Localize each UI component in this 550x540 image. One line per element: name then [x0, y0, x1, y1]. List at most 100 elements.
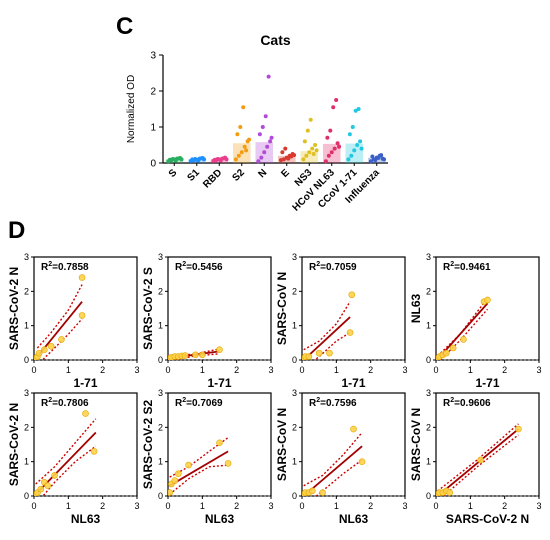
y-tick-label: 1 [158, 321, 163, 331]
x-tick-label: N [256, 167, 269, 180]
x-tick-label: 1 [66, 365, 71, 375]
y-tick-label: 2 [292, 286, 297, 296]
y-tick-label: 0 [150, 159, 156, 170]
scatter-panel: 0 1 2 3 0 1 2 3 NL63 SARS-CoV N R2=0.7596 [275, 388, 408, 526]
chart-title: Cats [260, 32, 291, 48]
x-tick-label: 2 [100, 501, 105, 511]
x-axis-label: 1-71 [207, 376, 231, 390]
data-point [373, 158, 378, 163]
data-point [315, 349, 323, 357]
data-point [242, 144, 247, 149]
data-point [484, 296, 491, 304]
regression-line [437, 428, 519, 496]
x-tick-label: 3 [402, 365, 407, 375]
ci-upper-line [35, 418, 97, 485]
y-tick-label: 3 [150, 51, 156, 62]
data-point [337, 144, 342, 149]
data-point [263, 114, 268, 119]
data-point [326, 349, 333, 357]
data-point [185, 461, 192, 469]
plot-area [34, 410, 98, 496]
y-axis-label: NL63 [409, 294, 423, 324]
data-point [319, 489, 326, 496]
x-axis-label: 1-71 [73, 376, 97, 390]
ci-upper-line [437, 297, 489, 357]
data-point [257, 132, 262, 137]
data-point [239, 150, 244, 155]
data-point [358, 139, 363, 144]
y-tick-label: 3 [426, 252, 431, 262]
plot-frame [435, 256, 540, 361]
regression-line [303, 445, 363, 496]
data-point [460, 336, 467, 343]
data-point [236, 153, 241, 158]
r-squared-label: R2=0.5456 [175, 261, 223, 273]
data-point [515, 425, 522, 433]
data-point [329, 150, 334, 155]
y-tick-label: 0 [292, 355, 297, 365]
data-point [323, 159, 328, 164]
x-tick-label: 0 [31, 365, 36, 375]
y-axis-label: SARS-CoV-2 S [141, 267, 155, 350]
data-point [347, 132, 352, 137]
y-tick-label: 2 [24, 422, 29, 432]
x-tick-label: 1 [468, 501, 473, 511]
data-point [44, 482, 52, 490]
y-tick-label: 1 [24, 457, 29, 467]
x-tick-label: 2 [100, 365, 105, 375]
y-tick-label: 0 [158, 355, 163, 365]
r-squared-label: R2=0.7059 [309, 261, 357, 273]
y-axis-label: SARS-CoV N [275, 408, 289, 481]
r-squared-label: R2=0.7806 [41, 397, 89, 409]
data-point [181, 352, 189, 359]
data-point [224, 157, 229, 162]
x-tick-label: 1 [334, 501, 339, 511]
data-point [216, 439, 223, 447]
scatter-panel: 0 1 2 3 0 1 2 3 NL63 SARS-CoV-2 N R2=0.7806 [7, 388, 140, 526]
data-point [305, 353, 313, 360]
data-point [78, 274, 86, 281]
plot-frame [301, 392, 406, 497]
data-point [310, 146, 315, 151]
panel-label-c: C [116, 13, 133, 40]
plot-frame [33, 392, 138, 497]
data-point [308, 117, 313, 122]
y-axis-label: Normalized OD [126, 75, 137, 143]
plot-area [34, 274, 86, 360]
y-tick-label: 2 [24, 286, 29, 296]
scatter-panel: 0 1 2 3 0 1 2 3 SARS-CoV-2 N SARS-CoV N R2=0.9606 [409, 388, 542, 526]
x-tick-label: 3 [268, 365, 273, 375]
data-point [224, 460, 232, 467]
data-point [283, 146, 288, 151]
plot-area [168, 437, 232, 496]
data-point [350, 425, 357, 433]
data-point [233, 157, 238, 162]
data-point [202, 157, 207, 162]
data-point [379, 153, 384, 158]
x-tick-label: S1 [185, 167, 202, 184]
x-tick-label: 0 [165, 365, 170, 375]
y-tick-label: 1 [158, 457, 163, 467]
data-point [235, 132, 240, 137]
data-point [175, 470, 182, 477]
x-tick-label: S2 [230, 167, 247, 184]
data-point [307, 150, 312, 155]
x-tick-label: 1 [200, 365, 205, 375]
data-point [266, 74, 271, 79]
x-tick-label: 2 [502, 365, 507, 375]
data-point [218, 158, 223, 163]
data-point [268, 139, 273, 144]
scatter-panel: 0 1 2 3 0 1 2 3 NL63 SARS-CoV-2 S2 R2=0.7069 [141, 388, 274, 526]
data-point [82, 410, 89, 417]
y-tick-label: 1 [292, 321, 297, 331]
ci-upper-line [437, 423, 519, 492]
data-point [356, 107, 361, 111]
plot-area [168, 346, 223, 360]
data-point [376, 155, 381, 160]
ci-lower-line [169, 464, 229, 495]
r-squared-label: R2=0.9606 [443, 397, 491, 409]
data-point [442, 349, 450, 357]
x-tick-label: RBD [201, 167, 224, 190]
data-point [168, 489, 174, 496]
